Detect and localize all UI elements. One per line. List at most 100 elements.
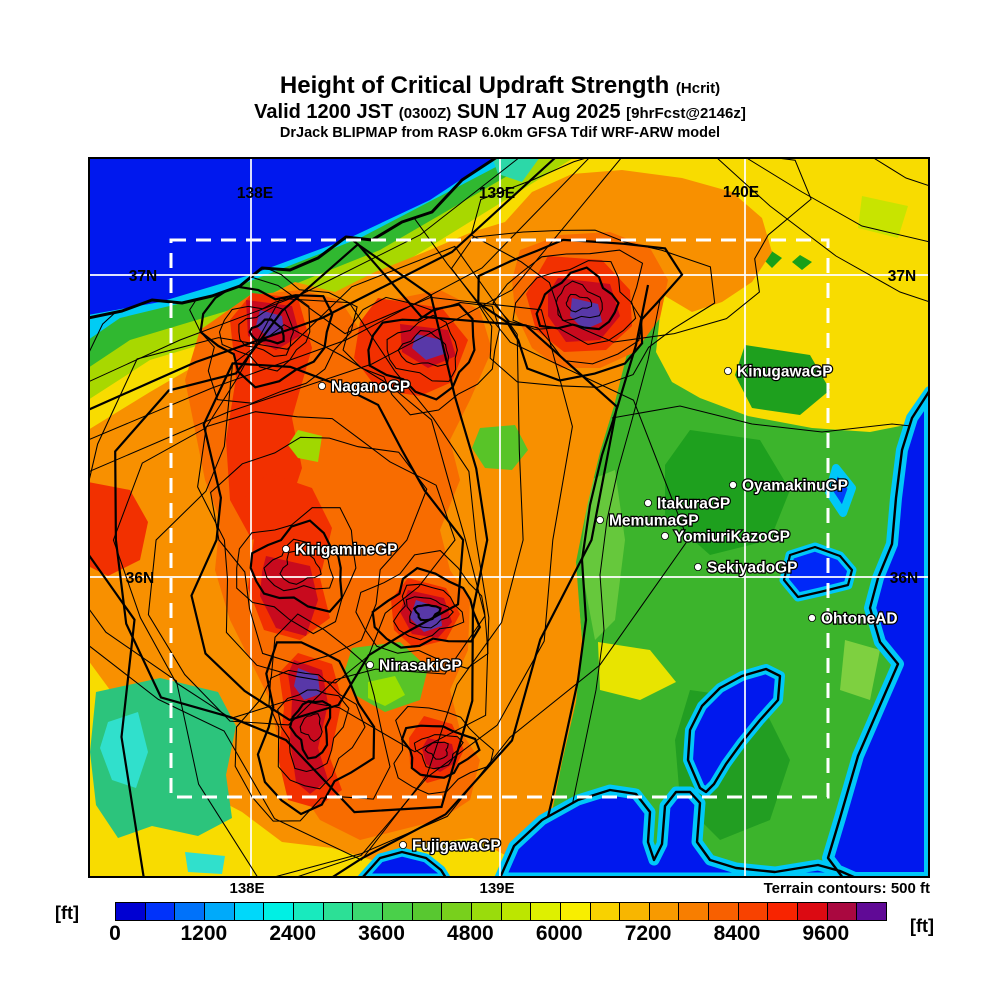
contour-line — [715, 157, 930, 303]
contour-line — [238, 305, 294, 357]
site-marker-OyamakinuGP — [729, 480, 738, 489]
colorbar-tick: 7200 — [624, 922, 672, 945]
colorbar-segment — [709, 903, 739, 920]
site-label: YomiuriKazoGP — [674, 529, 790, 546]
colorbar-tick: 0 — [109, 922, 121, 945]
grid-label: 139E — [479, 185, 515, 202]
colorbar-segment — [382, 903, 413, 920]
contour-line — [477, 238, 684, 382]
colorbar-segment — [620, 903, 650, 920]
bottom-grid-label: 138E — [229, 880, 265, 897]
colorbar-segment — [204, 903, 235, 920]
site-label: OhtoneAD — [821, 611, 898, 628]
colorbar-tick: 8400 — [713, 922, 761, 945]
colorbar-segment — [531, 903, 561, 920]
contour-line — [532, 284, 650, 878]
site-marker-SekiyadoGP — [694, 563, 703, 572]
colorbar-segment — [234, 903, 265, 920]
site-label: KinugawaGP — [737, 364, 833, 381]
site-dot — [281, 545, 290, 554]
contour-line — [88, 157, 689, 878]
contour-line — [288, 700, 332, 760]
sea-layer — [88, 157, 930, 878]
bottom-grid-label: 139E — [479, 880, 515, 897]
contour-line — [279, 550, 322, 585]
colorbar-tick: 6000 — [535, 922, 583, 945]
contour-line — [744, 157, 930, 243]
colorbar-segment — [175, 903, 205, 920]
contour-line — [277, 689, 350, 773]
model-domain-box — [169, 238, 830, 799]
site-label: OyamakinuGP — [742, 478, 848, 495]
colorbar-segment — [293, 903, 324, 920]
grid-label: 138E — [237, 185, 273, 202]
contour-line — [871, 157, 930, 187]
site-marker-KirigamineGP — [281, 545, 290, 554]
site-dot — [724, 366, 733, 375]
contour-line — [299, 713, 323, 743]
contour-line — [236, 507, 357, 635]
site-dot — [317, 381, 326, 390]
colorbar-segment — [798, 903, 828, 920]
forecast-map: 138E 139E 140E 37N 37N 36N 36N NaganoGP Kinugawa… — [88, 157, 930, 878]
site-marker-ItakuraGP — [644, 498, 653, 507]
colorbar-segment — [649, 903, 680, 920]
valid-date: SUN 17 Aug 2025 — [456, 101, 621, 123]
colorbar-segment — [590, 903, 621, 920]
contour-line — [386, 314, 458, 382]
site-label: MemumaGP — [609, 513, 699, 530]
colorbar-segment — [827, 903, 858, 920]
map-border — [88, 157, 930, 878]
contour-line — [535, 266, 620, 331]
valid-time-line: Valid 1200 JST (0300Z) SUN 17 Aug 2025 [… — [0, 101, 1000, 124]
contour-line — [88, 157, 521, 383]
contour-line — [371, 566, 482, 649]
colorbar-segment — [323, 903, 354, 920]
colorbar-tick: 2400 — [269, 922, 317, 945]
site-dot — [729, 480, 738, 489]
colorbar-segment — [442, 903, 472, 920]
site-label: SekiyadoGP — [707, 560, 797, 577]
title-suffix: (Hcrit) — [675, 80, 721, 97]
colorbar-segment — [116, 903, 146, 920]
map-footer-row: Terrain contours: 500 ft 138E 139E — [0, 880, 1000, 900]
site-label: NirasakiGP — [379, 658, 462, 675]
grid-label: 36N — [890, 570, 918, 587]
site-marker-NaganoGP — [317, 381, 326, 390]
colorbar-tick: 3600 — [358, 922, 405, 945]
colorbar-segment — [768, 903, 799, 920]
colorbar-tick: 9600 — [802, 922, 850, 945]
colorbar-segment — [857, 903, 887, 920]
colorbar-segment — [738, 903, 769, 920]
site-dot — [661, 532, 670, 541]
site-dot — [808, 614, 817, 623]
contour-line — [256, 641, 376, 816]
colorbar-tick: 1200 — [180, 922, 228, 945]
site-marker-YomiuriKazoGP — [661, 532, 670, 541]
site-dot — [644, 498, 653, 507]
site-marker-OhtoneAD — [808, 614, 817, 623]
contour-line — [248, 318, 285, 345]
colorbar-tick: 4800 — [447, 922, 494, 945]
map-labels: 138E 139E 140E 37N 37N 36N 36N NaganoGP Kinugawa… — [126, 184, 918, 856]
grid-label: 36N — [126, 570, 154, 587]
site-marker-KinugawaGP — [724, 366, 733, 375]
forecast-tag: [9hrFcst@2146z] — [626, 105, 746, 122]
colorbar-unit-left: [ft] — [55, 903, 79, 923]
contour-line — [355, 550, 489, 669]
contour-line — [268, 669, 366, 790]
contour-line — [565, 293, 593, 313]
contour-line — [392, 583, 465, 641]
grid-label: 37N — [888, 268, 916, 285]
site-label: NaganoGP — [331, 379, 410, 396]
site-marker-NirasakiGP — [365, 661, 374, 670]
site-label: KirigamineGP — [295, 542, 398, 559]
contour-line — [88, 157, 557, 412]
site-dot — [398, 841, 407, 850]
contour-line — [400, 724, 481, 779]
grid-label: 140E — [723, 184, 759, 201]
valid-zulu: (0300Z) — [398, 105, 452, 122]
site-dot — [694, 563, 703, 572]
contour-line — [413, 734, 464, 770]
contour-line — [263, 538, 334, 592]
